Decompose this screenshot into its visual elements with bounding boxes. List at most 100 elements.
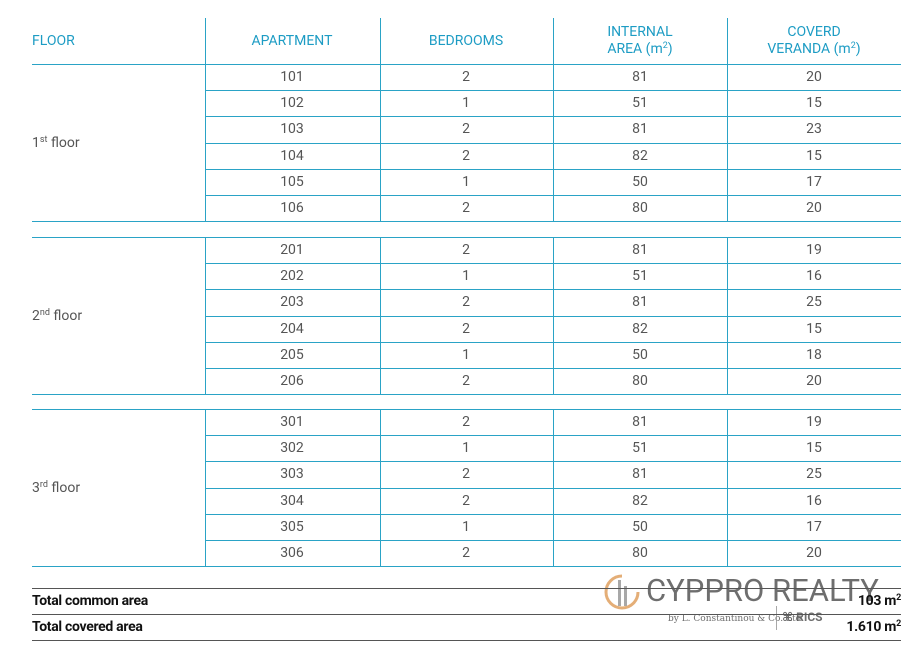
column-divider <box>380 18 381 64</box>
table-cell: 51 <box>632 268 648 285</box>
total-rule <box>32 614 901 615</box>
table-cell: 206 <box>280 373 304 389</box>
table-cell: 2 <box>462 200 470 216</box>
table-cell: 20 <box>806 69 822 85</box>
floor-rule <box>32 394 901 396</box>
table-cell: 2 <box>462 373 470 389</box>
table-cell: 23 <box>806 121 822 138</box>
table-cell: 202 <box>280 268 304 285</box>
brand: CYPPRO REALTY <box>646 572 879 609</box>
row-rule <box>205 142 901 144</box>
table-cell: 20 <box>806 545 822 561</box>
logo-mark <box>604 574 640 610</box>
table-cell: 2 <box>462 294 470 311</box>
table-cell: 2 <box>462 492 470 509</box>
row-rule <box>205 315 901 317</box>
table-cell: 15 <box>806 440 822 457</box>
superscript: 2 <box>850 41 856 51</box>
text-part: VERANDA (m <box>767 41 851 57</box>
table-cell: 15 <box>806 147 822 164</box>
table-cell: 20 <box>806 373 822 389</box>
row-rule <box>205 435 901 437</box>
superscript: 2 <box>896 593 901 603</box>
header-rule <box>32 64 901 65</box>
text-part: ) <box>667 41 673 57</box>
table-cell: 51 <box>632 440 648 457</box>
header-label: INTERNAL <box>560 24 720 40</box>
table-cell: 18 <box>806 346 822 363</box>
table-cell: 2 <box>462 69 470 85</box>
row-rule <box>205 168 901 170</box>
table-cell: 80 <box>632 373 648 389</box>
table-cell: 20 <box>806 200 822 216</box>
total-value: 1.610 m2 <box>846 619 901 635</box>
table-cell: 1 <box>462 95 470 112</box>
table-cell: 303 <box>280 466 304 483</box>
table-cell: 25 <box>806 294 822 311</box>
text-part: ) <box>855 41 861 57</box>
table-cell: 2 <box>462 147 470 164</box>
table-cell: 50 <box>632 518 648 535</box>
table-cell: 81 <box>632 294 648 311</box>
total-label: Total common area <box>32 593 148 609</box>
row-rule <box>205 90 901 92</box>
text-part: AREA (m <box>607 41 663 57</box>
table-cell: 82 <box>632 320 648 337</box>
table-cell: 17 <box>806 518 822 535</box>
table-cell: 1 <box>462 173 470 190</box>
floor-rule <box>32 566 901 568</box>
table-cell: 101 <box>280 69 304 85</box>
total-label: Total covered area <box>32 619 143 635</box>
table-cell: 204 <box>280 320 304 337</box>
text-part: 103 m <box>857 593 897 609</box>
table-cell: 104 <box>280 147 304 164</box>
row-rule <box>205 540 901 541</box>
row-rule <box>205 195 901 196</box>
table-cell: 15 <box>806 320 822 337</box>
table-cell: 81 <box>632 414 648 430</box>
table-cell: 1 <box>462 440 470 457</box>
superscript: nd <box>39 307 50 318</box>
divider <box>776 606 777 630</box>
table-cell: 17 <box>806 173 822 190</box>
row-rule <box>205 289 901 291</box>
table-cell: 2 <box>462 545 470 561</box>
header-label: FLOOR <box>32 33 75 49</box>
header-label: VERANDA (m2) <box>734 41 894 57</box>
text-part: 1 <box>32 134 40 151</box>
floor-rule <box>32 221 901 223</box>
table-cell: 1 <box>462 346 470 363</box>
table-cell: 102 <box>280 95 304 112</box>
floor-label: 2nd floor <box>32 308 82 324</box>
total-rule <box>32 640 901 641</box>
column-divider <box>727 18 728 64</box>
table-cell: 201 <box>280 242 304 258</box>
floor-label: 3rd floor <box>32 480 80 496</box>
row-rule <box>205 461 901 463</box>
table-cell: 2 <box>462 242 470 258</box>
text-part: floor <box>47 134 80 151</box>
table-cell: 1 <box>462 268 470 285</box>
column-divider <box>553 18 554 64</box>
table-cell: 302 <box>280 440 304 457</box>
table-cell: 306 <box>280 545 304 561</box>
text-part: FLOOR <box>32 33 75 49</box>
table-cell: 16 <box>806 268 822 285</box>
table-cell: 81 <box>632 466 648 483</box>
floor-label: 1st floor <box>32 135 80 151</box>
table-cell: 203 <box>280 294 304 311</box>
text-part: INTERNAL <box>607 24 673 40</box>
table-cell: 50 <box>632 173 648 190</box>
superscript: st <box>39 134 48 145</box>
table-cell: 19 <box>806 414 822 430</box>
table-cell: 305 <box>280 518 304 535</box>
column-divider <box>205 18 206 64</box>
header-label: APARTMENT <box>212 33 372 49</box>
header-label: COVERD <box>734 24 894 40</box>
row-rule <box>205 487 901 489</box>
total-value: 103 m2 <box>858 593 901 609</box>
floor-rule <box>32 237 901 238</box>
text-part: floor <box>49 307 83 324</box>
table-cell: 16 <box>806 492 822 509</box>
table-cell: 1 <box>462 518 470 535</box>
